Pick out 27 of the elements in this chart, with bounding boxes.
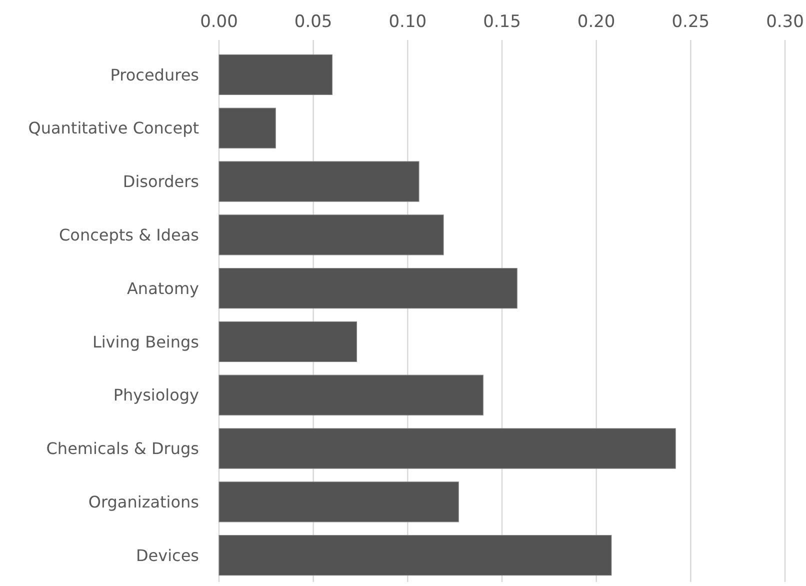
x-tick-label: 0.05 <box>294 12 332 32</box>
y-tick-label: Procedures <box>110 65 199 84</box>
bar <box>218 54 332 96</box>
y-tick-label: Devices <box>136 546 199 565</box>
bar <box>218 534 612 576</box>
bar <box>218 321 358 362</box>
x-tick-label: 0.20 <box>577 12 616 32</box>
bar <box>218 428 676 469</box>
y-tick-label: Concepts & Ideas <box>58 226 199 244</box>
x-tick-label: 0.15 <box>483 12 521 32</box>
y-tick-label: Living Beings <box>92 332 199 352</box>
bar <box>218 374 484 416</box>
x-tick-label: 0.25 <box>672 12 710 32</box>
y-tick-label: Organizations <box>88 492 199 512</box>
x-tick-label: 0.00 <box>200 12 238 32</box>
y-tick-label: Chemicals & Drugs <box>46 439 199 458</box>
y-tick-label: Disorders <box>122 172 199 192</box>
bar <box>218 161 420 202</box>
y-tick-label: Physiology <box>113 386 199 405</box>
bar <box>218 482 459 522</box>
bar <box>218 268 518 309</box>
y-tick-label: Anatomy <box>126 278 199 298</box>
x-tick-label: 0.30 <box>766 12 804 32</box>
x-tick-label: 0.10 <box>388 12 427 32</box>
bar <box>218 214 444 256</box>
bar <box>218 108 276 148</box>
y-tick-label: Quantitative Concept <box>28 118 199 138</box>
